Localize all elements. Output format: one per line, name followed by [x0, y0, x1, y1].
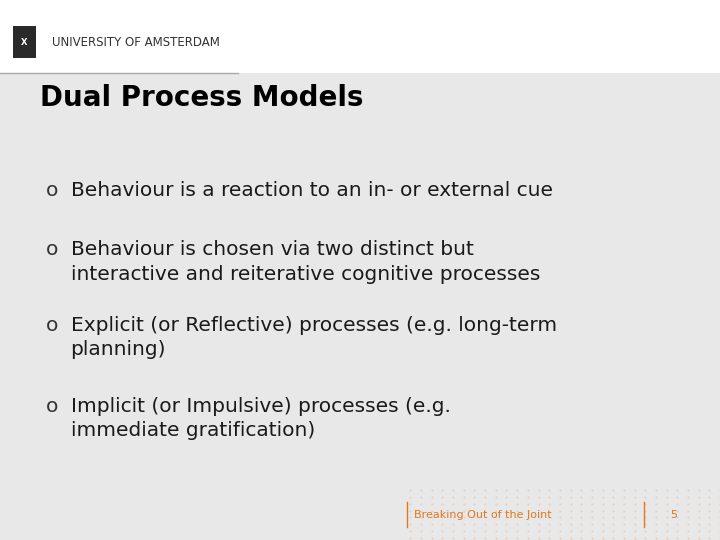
- Text: Implicit (or Impulsive) processes (e.g.
immediate gratification): Implicit (or Impulsive) processes (e.g. …: [71, 397, 451, 440]
- Text: 5: 5: [670, 510, 677, 519]
- Text: X: X: [21, 38, 28, 46]
- Text: Behaviour is chosen via two distinct but
interactive and reiterative cognitive p: Behaviour is chosen via two distinct but…: [71, 240, 540, 284]
- Text: UNIVERSITY OF AMSTERDAM: UNIVERSITY OF AMSTERDAM: [52, 36, 220, 49]
- Text: Explicit (or Reflective) processes (e.g. long-term
planning): Explicit (or Reflective) processes (e.g.…: [71, 316, 557, 359]
- Text: o: o: [45, 181, 58, 200]
- Text: Dual Process Models: Dual Process Models: [40, 84, 363, 112]
- Text: o: o: [45, 240, 58, 259]
- Text: Behaviour is a reaction to an in- or external cue: Behaviour is a reaction to an in- or ext…: [71, 181, 552, 200]
- Text: o: o: [45, 397, 58, 416]
- Text: o: o: [45, 316, 58, 335]
- FancyBboxPatch shape: [0, 0, 720, 73]
- Text: Breaking Out of the Joint: Breaking Out of the Joint: [414, 510, 552, 519]
- FancyBboxPatch shape: [13, 26, 36, 58]
